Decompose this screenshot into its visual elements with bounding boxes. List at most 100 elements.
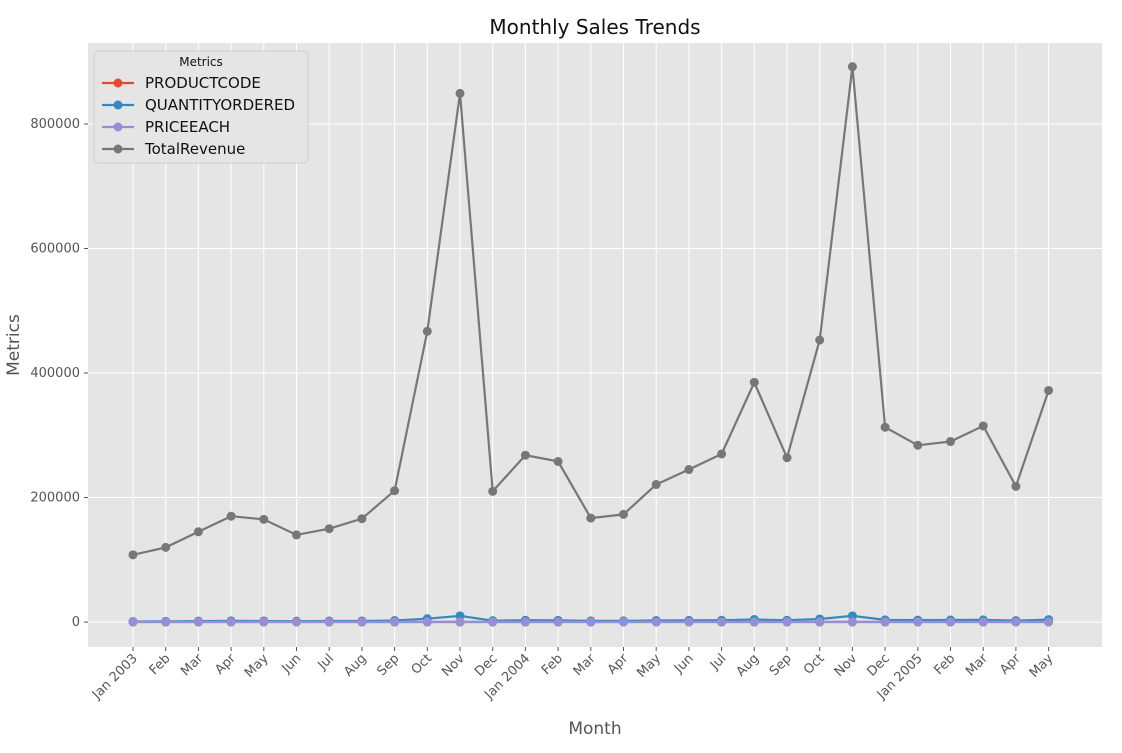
legend-marker <box>113 78 123 88</box>
data-point <box>782 453 792 463</box>
data-point <box>128 550 138 560</box>
data-point <box>913 617 923 627</box>
data-point <box>684 617 694 627</box>
data-point <box>455 88 465 98</box>
data-point <box>880 422 890 432</box>
series-PRICEEACH <box>128 617 1054 627</box>
legend-marker <box>113 100 123 110</box>
series-layer <box>128 62 1054 627</box>
legend-label: TotalRevenue <box>144 140 245 158</box>
x-tick-label: May <box>242 651 272 681</box>
x-tick-label: Sep <box>767 651 795 679</box>
data-point <box>226 511 236 521</box>
data-point <box>749 377 759 387</box>
x-tick-label: Feb <box>539 651 566 678</box>
data-point <box>717 449 727 459</box>
data-point <box>390 486 400 496</box>
data-point <box>1011 617 1021 627</box>
data-point <box>128 617 138 627</box>
data-point <box>586 513 596 523</box>
x-tick-label: Oct <box>409 651 436 678</box>
data-point <box>946 437 955 447</box>
x-tick-label: Jun <box>671 651 697 677</box>
data-point <box>161 617 171 627</box>
x-tick-label: May <box>1027 651 1057 681</box>
y-axis: 0 200000 400000 600000 800000 <box>30 117 88 630</box>
data-point <box>782 617 792 627</box>
x-tick-label: Jun <box>279 651 305 677</box>
legend-label: PRICEEACH <box>145 118 230 136</box>
legend-title: Metrics <box>179 55 223 69</box>
data-point <box>815 335 825 345</box>
x-axis-label: Month <box>568 719 621 739</box>
data-point <box>324 524 334 534</box>
data-point <box>488 617 498 627</box>
data-point <box>880 617 890 627</box>
y-axis-label: Metrics <box>4 314 24 376</box>
data-point <box>847 617 857 627</box>
data-point <box>193 527 203 537</box>
y-tick-label: 0 <box>72 615 80 630</box>
data-point <box>161 542 171 552</box>
data-point <box>978 617 988 627</box>
data-point <box>619 509 628 519</box>
legend-box <box>93 50 309 164</box>
data-point <box>520 617 530 627</box>
data-point <box>749 617 759 627</box>
data-point <box>422 326 432 336</box>
data-point <box>586 617 596 627</box>
x-tick-label: Oct <box>801 651 828 678</box>
x-tick-label: Apr <box>997 651 1024 678</box>
x-tick-label: Sep <box>374 651 402 679</box>
data-point <box>717 617 727 627</box>
data-point <box>651 617 661 627</box>
series-TotalRevenue <box>128 62 1054 560</box>
x-tick-label: Dec <box>472 651 500 679</box>
y-tick-label: 800000 <box>30 117 80 132</box>
data-point <box>1011 481 1021 491</box>
x-tick-label: Apr <box>605 651 632 678</box>
x-tick-label: Aug <box>734 651 763 680</box>
x-tick-label: Mar <box>963 651 991 679</box>
chart-title: Monthly Sales Trends <box>489 15 700 39</box>
data-point <box>520 450 530 460</box>
x-tick-label: Nov <box>439 651 468 680</box>
x-tick-label: Mar <box>178 651 206 679</box>
x-tick-label: Jan 2003 <box>89 651 141 703</box>
x-tick-label: May <box>634 651 664 681</box>
data-point <box>619 617 628 627</box>
data-point <box>1044 617 1054 627</box>
data-point <box>847 62 857 72</box>
data-point <box>1044 385 1054 395</box>
legend-marker <box>113 144 123 154</box>
data-point <box>455 617 465 627</box>
data-point <box>553 617 563 627</box>
x-tick-label: Jul <box>707 651 729 673</box>
legend-label: PRODUCTCODE <box>145 74 261 92</box>
data-point <box>553 456 563 466</box>
x-tick-label: Nov <box>832 651 861 680</box>
data-point <box>913 440 923 450</box>
data-point <box>357 514 367 524</box>
data-point <box>259 617 269 627</box>
y-tick-label: 600000 <box>30 241 80 256</box>
data-point <box>226 617 236 627</box>
data-point <box>357 617 367 627</box>
data-point <box>946 617 955 627</box>
data-point <box>978 421 988 431</box>
data-point <box>292 617 301 627</box>
x-tick-label: Dec <box>865 651 893 679</box>
legend: Metrics PRODUCTCODE QUANTITYORDERED PRICEE… <box>93 50 309 164</box>
x-axis: Jan 2003 Feb Mar Apr May Jun Jul Aug Sep Oct Nov De… <box>89 647 1057 703</box>
data-point <box>259 514 269 524</box>
data-point <box>292 530 301 540</box>
legend-marker <box>113 122 123 132</box>
y-tick-label: 200000 <box>30 491 80 506</box>
x-tick-label: Feb <box>931 651 958 678</box>
x-tick-label: Feb <box>147 651 174 678</box>
data-point <box>815 617 825 627</box>
x-tick-label: Apr <box>212 651 239 678</box>
y-tick-label: 400000 <box>30 366 80 381</box>
data-point <box>390 617 400 627</box>
